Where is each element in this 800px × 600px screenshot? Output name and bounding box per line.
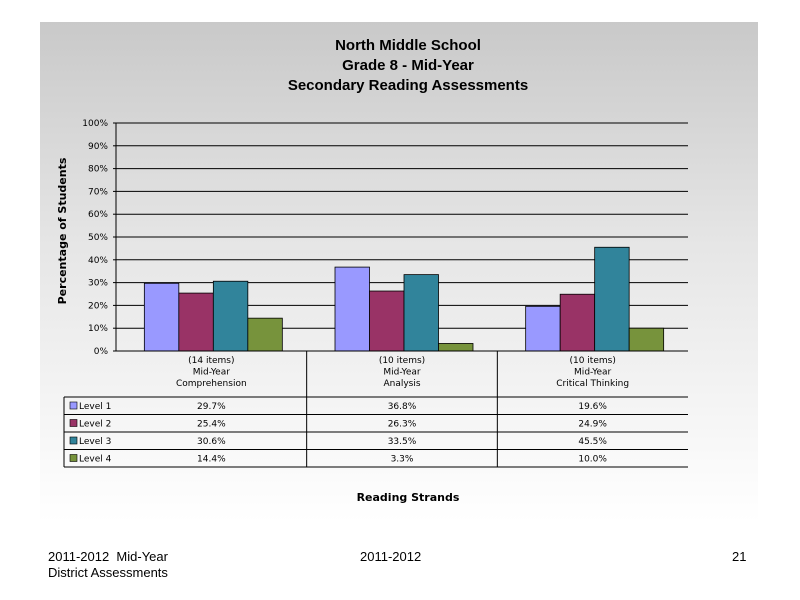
x-category-label: Comprehension (176, 379, 247, 389)
legend-label: Level 2 (79, 420, 111, 430)
bar-level-4 (438, 343, 474, 352)
data-label: 14.4% (197, 455, 226, 465)
bar-level-1 (143, 282, 180, 352)
chart-title-line: Grade 8 - Mid-Year (342, 57, 474, 74)
x-category-label: Mid-Year (193, 368, 231, 378)
data-label: 10.0% (578, 455, 607, 465)
chart: North Middle School Grade 8 - Mid-Year Sec… (56, 37, 688, 504)
bar-level-1 (525, 305, 561, 352)
x-category-label: Mid-Year (383, 368, 421, 378)
legend-key-level-4 (69, 454, 78, 462)
data-label: 26.3% (388, 420, 417, 430)
bar-level-2 (178, 292, 214, 352)
y-tick-label: 60% (88, 210, 108, 220)
x-category-label: Mid-Year (574, 368, 612, 378)
x-category-label: (10 items) (569, 356, 615, 366)
x-category-label: Analysis (383, 379, 420, 389)
data-label: 25.4% (197, 420, 226, 430)
bar-level-3 (403, 274, 439, 352)
y-tick-label: 0% (94, 347, 109, 357)
chart-title-line: Secondary Reading Assessments (288, 77, 528, 94)
bar-level-3 (212, 280, 249, 352)
y-axis-title: Percentage of Students (56, 157, 69, 304)
legend-key-level-1 (69, 401, 78, 410)
legend-label: Level 1 (79, 402, 111, 412)
x-category-label: (14 items) (188, 356, 234, 366)
y-tick-label: 50% (88, 233, 108, 243)
footer-center: 2011-2012 (360, 549, 422, 564)
data-label: 36.8% (388, 402, 417, 412)
data-label: 45.5% (578, 437, 607, 447)
x-category-label: Critical Thinking (556, 379, 629, 389)
legend-key-level-3 (69, 436, 78, 445)
bar-level-4 (247, 317, 283, 352)
page-number: 21 (732, 549, 747, 564)
legend-label: Level 4 (79, 455, 112, 465)
data-label: 29.7% (197, 402, 226, 412)
x-category-label: (10 items) (379, 356, 425, 366)
y-tick-label: 90% (88, 142, 108, 152)
bar-level-3 (594, 246, 630, 352)
y-tick-label: 40% (88, 256, 108, 266)
y-tick-label: 80% (88, 165, 108, 175)
bar-level-2 (559, 293, 596, 352)
data-label: 30.6% (197, 437, 226, 447)
footer-left: 2011-2012 Mid-Year District Assessments (48, 549, 168, 581)
y-tick-label: 100% (82, 119, 108, 129)
y-tick-label: 30% (88, 279, 108, 289)
y-tick-label: 10% (88, 324, 108, 334)
y-tick-label: 20% (88, 301, 108, 311)
bar-level-1 (334, 266, 370, 352)
data-label: 3.3% (391, 455, 414, 465)
y-tick-label: 70% (88, 187, 108, 197)
chart-title-line: North Middle School (335, 37, 481, 54)
data-label: 19.6% (578, 402, 607, 412)
legend-key-level-2 (69, 419, 78, 427)
footer-left-line1: 2011-2012 Mid-Year (48, 549, 168, 564)
legend-label: Level 3 (79, 437, 111, 447)
bar-level-4 (628, 327, 665, 352)
bar-level-2 (369, 290, 405, 352)
footer-left-line2: District Assessments (48, 565, 168, 580)
data-label: 24.9% (578, 420, 607, 430)
data-label: 33.5% (388, 437, 417, 447)
x-axis-title: Reading Strands (357, 491, 460, 504)
chart-panel: North Middle School Grade 8 - Mid-Year Sec… (40, 22, 758, 522)
